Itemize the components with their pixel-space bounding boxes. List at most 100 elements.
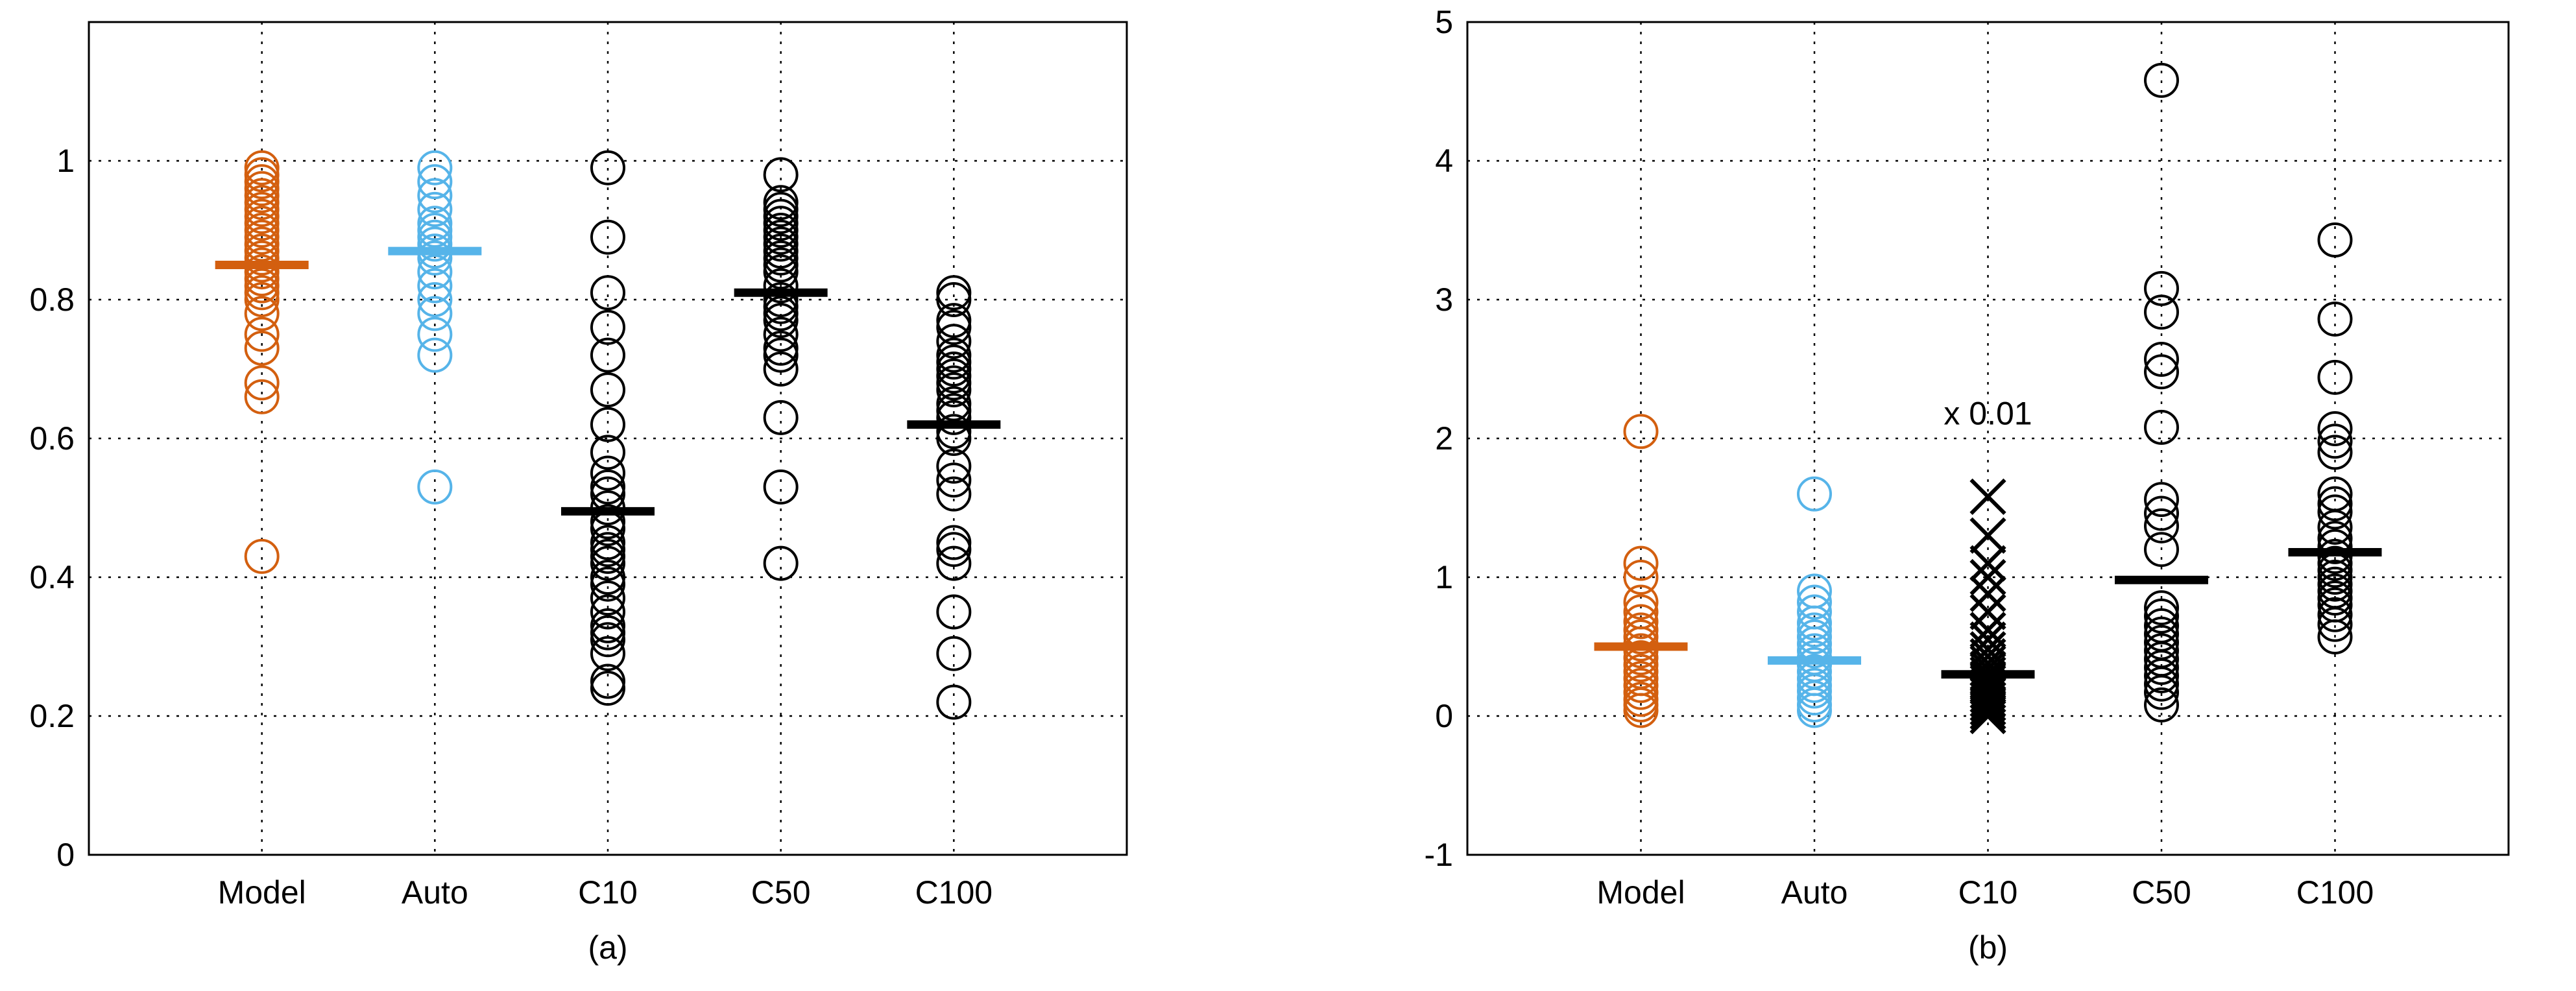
- data-point: [936, 414, 972, 449]
- data-point: [417, 206, 453, 241]
- y-tick-label: 5: [1435, 4, 1453, 40]
- data-point: [2317, 566, 2353, 602]
- data-point: [2317, 301, 2353, 337]
- data-point: [2144, 633, 2179, 669]
- data-point: [763, 316, 799, 352]
- data-point: [936, 545, 972, 581]
- data-point: [417, 337, 453, 373]
- y-tick-label: 4: [1435, 143, 1453, 179]
- scale-annotation: x 0.01: [1944, 396, 2032, 432]
- data-point: [417, 268, 453, 304]
- data-point: [417, 178, 453, 213]
- data-point: [2317, 411, 2353, 447]
- y-tick-label: 0: [56, 837, 75, 873]
- data-point: [590, 622, 625, 658]
- data-point: [2144, 532, 2179, 567]
- data-point: [1623, 654, 1659, 689]
- data-point: [590, 532, 625, 567]
- data-point: [590, 608, 625, 643]
- data-point: [936, 462, 972, 498]
- data-point: [590, 663, 625, 699]
- data-point: [2317, 435, 2353, 470]
- data-point: [590, 372, 625, 408]
- data-point: [1797, 573, 1832, 609]
- x-tick-label: Auto: [1781, 874, 1848, 911]
- data-point-cross: [1969, 612, 2006, 649]
- series-model: [215, 150, 309, 574]
- y-tick-label: 1: [1435, 559, 1453, 595]
- x-tick-label: C100: [915, 874, 993, 911]
- data-point: [590, 219, 625, 255]
- data-point: [763, 296, 799, 331]
- data-point: [590, 545, 625, 581]
- data-point: [936, 684, 972, 720]
- data-point: [936, 532, 972, 567]
- data-point: [2317, 359, 2353, 395]
- data-point: [763, 206, 799, 241]
- data-point: [1623, 584, 1659, 620]
- data-point: [244, 164, 280, 200]
- data-point: [1623, 619, 1659, 655]
- data-point: [763, 282, 799, 317]
- data-point: [763, 247, 799, 283]
- data-point-cross: [1969, 621, 2006, 658]
- plot-frame: [1466, 21, 2510, 856]
- data-point: [590, 560, 625, 595]
- data-point: [590, 615, 625, 651]
- data-point: [1623, 675, 1659, 710]
- data-point: [763, 191, 799, 227]
- data-point: [936, 324, 972, 359]
- data-point: [244, 213, 280, 248]
- data-point: [763, 254, 799, 290]
- y-tick-label: 0.8: [29, 281, 75, 318]
- data-point: [244, 538, 280, 574]
- data-point: [590, 150, 625, 185]
- data-point: [763, 157, 799, 193]
- data-point: [590, 580, 625, 616]
- data-point-cross: [1969, 517, 2006, 554]
- data-point: [936, 400, 972, 435]
- y-tick-label: 2: [1435, 420, 1453, 457]
- series-model: [1594, 414, 1688, 728]
- data-point: [936, 386, 972, 422]
- data-point: [936, 594, 972, 630]
- x-tick-label: Auto: [402, 874, 468, 911]
- x-tick-label: Model: [1596, 874, 1685, 911]
- data-point: [417, 213, 453, 248]
- data-point: [936, 352, 972, 387]
- data-point: [590, 594, 625, 630]
- data-point: [244, 275, 280, 311]
- y-tick-label: 0.2: [29, 698, 75, 734]
- data-point: [244, 268, 280, 304]
- data-point: [936, 448, 972, 484]
- y-tick-label: 3: [1435, 281, 1453, 318]
- data-point: [244, 254, 280, 290]
- data-point: [936, 358, 972, 394]
- data-point: [2144, 294, 2179, 330]
- series-auto: [1768, 476, 1861, 728]
- panel-b: -1 0 1 2 3 4 5 Model Auto C10 C50 C100 x 0.01 (b): [1425, 4, 2510, 966]
- data-point: [936, 309, 972, 345]
- data-point: [763, 337, 799, 373]
- data-point: [2144, 270, 2179, 306]
- data-point: [590, 435, 625, 470]
- data-point: [2317, 573, 2353, 609]
- y-tick-label: 0: [1435, 698, 1453, 734]
- data-point: [590, 469, 625, 505]
- x-tick-label: C10: [1958, 874, 2018, 911]
- x-tick-label: C100: [2296, 874, 2374, 911]
- data-point-cross: [1969, 478, 2006, 516]
- data-point: [590, 636, 625, 671]
- data-point: [244, 226, 280, 262]
- series-auto: [388, 150, 482, 505]
- data-point: [1797, 584, 1832, 620]
- data-point: [1797, 633, 1832, 669]
- data-point: [590, 275, 625, 311]
- series-c10: [1941, 478, 2035, 735]
- data-point: [417, 316, 453, 352]
- y-tick-label: 0.4: [29, 559, 75, 595]
- data-point: [590, 407, 625, 442]
- data-point: [2317, 494, 2353, 530]
- data-point: [1623, 604, 1659, 639]
